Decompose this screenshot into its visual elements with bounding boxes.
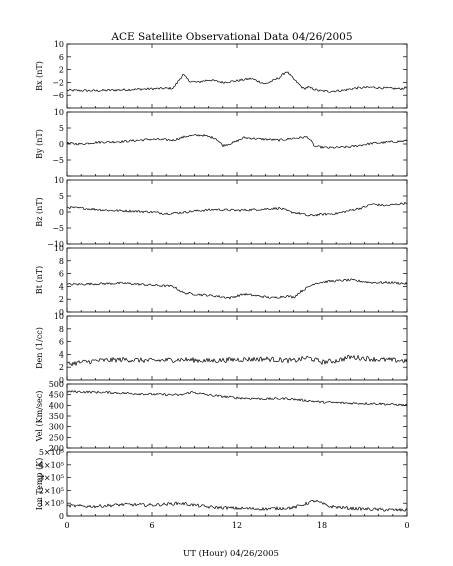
bz-series-line bbox=[66, 201, 408, 217]
panel-bz: −10 −5 0 5 10 Bz (nT) bbox=[35, 176, 408, 249]
by-y-tick-label: 10 bbox=[54, 108, 64, 117]
den-y-tick-label: 6 bbox=[59, 338, 64, 347]
temp-y-tick-label: 5×10⁵ bbox=[39, 448, 64, 457]
panel-bt: 0 2 4 6 8 10 Bt (nT) bbox=[35, 244, 408, 317]
den-series-line bbox=[66, 354, 408, 367]
bt-y-tick-label: 6 bbox=[59, 270, 64, 279]
temp-y-tick-label: 3×10⁵ bbox=[39, 474, 64, 483]
by-y-tick-label: −5 bbox=[52, 156, 64, 165]
bt-y-tick-label: 4 bbox=[59, 282, 64, 291]
vel-y-tick-label: 200 bbox=[49, 444, 64, 453]
x-tick-label: 0 bbox=[64, 521, 69, 530]
bz-y-tick-label: 0 bbox=[59, 208, 64, 217]
vel-y-tick-label: 250 bbox=[49, 433, 64, 442]
x-tick-label: 12 bbox=[232, 521, 242, 530]
by-y-axis-label: By (nT) bbox=[35, 129, 44, 159]
bt-y-tick-label: 8 bbox=[59, 257, 64, 266]
bt-y-tick-label: 0 bbox=[59, 308, 64, 317]
bx-y-tick-label: 6 bbox=[59, 53, 64, 62]
temp-y-tick-label: 1×10⁵ bbox=[39, 499, 64, 508]
panel-den: 0 2 4 6 8 10 Den (1/cc) bbox=[35, 312, 408, 385]
temp-y-axis-label: Ion Temp (K) bbox=[35, 458, 44, 511]
temp-frame bbox=[66, 451, 408, 517]
panels: −6 −2 2 6 10 Bx (nT) −5 0 5 10 By (nT) −10 −5 0 5 10 Bz … bbox=[35, 40, 408, 521]
vel-y-tick-label: 350 bbox=[49, 412, 64, 421]
bx-y-tick-label: 10 bbox=[54, 40, 64, 49]
den-y-tick-label: 4 bbox=[59, 350, 64, 359]
x-tick-label: 18 bbox=[317, 521, 327, 530]
bz-y-tick-label: 5 bbox=[59, 192, 64, 201]
by-series-line bbox=[66, 134, 408, 149]
vel-series-line bbox=[66, 390, 408, 407]
vel-y-axis-label: Vel (Km/sec) bbox=[35, 391, 44, 443]
temp-y-tick-label: 0 bbox=[59, 512, 64, 521]
x-tick-label: 0 bbox=[404, 521, 409, 530]
by-frame bbox=[66, 111, 408, 177]
bz-frame bbox=[66, 179, 408, 245]
temp-series-line bbox=[66, 499, 408, 512]
den-y-tick-label: 10 bbox=[54, 312, 64, 321]
den-y-tick-label: 8 bbox=[59, 325, 64, 334]
bt-y-tick-label: 2 bbox=[59, 295, 64, 304]
bt-series-line bbox=[66, 278, 408, 300]
x-axis: 0 6 12 18 0 bbox=[64, 521, 409, 530]
x-axis-label: UT (Hour) 04/26/2005 bbox=[183, 548, 279, 559]
bx-frame bbox=[66, 43, 408, 109]
by-y-tick-label: 5 bbox=[59, 124, 64, 133]
vel-y-tick-label: 300 bbox=[49, 423, 64, 432]
bz-y-axis-label: Bz (nT) bbox=[35, 197, 44, 226]
temp-y-tick-label: 4×10⁵ bbox=[39, 461, 64, 470]
bz-y-tick-label: −5 bbox=[52, 224, 64, 233]
bx-y-axis-label: Bx (nT) bbox=[35, 61, 44, 91]
bt-y-tick-label: 10 bbox=[54, 244, 64, 253]
vel-y-tick-label: 500 bbox=[49, 380, 64, 389]
vel-y-tick-label: 450 bbox=[49, 391, 64, 400]
bx-series-line bbox=[66, 71, 408, 93]
den-frame bbox=[66, 315, 408, 381]
x-tick-label: 6 bbox=[149, 521, 154, 530]
bx-y-tick-label: 2 bbox=[59, 66, 64, 75]
bz-y-tick-label: 10 bbox=[54, 176, 64, 185]
den-y-tick-label: 2 bbox=[59, 363, 64, 372]
den-y-tick-label: 0 bbox=[59, 376, 64, 385]
bt-y-axis-label: Bt (nT) bbox=[35, 266, 44, 294]
chart-title: ACE Satellite Observational Data 04/26/2… bbox=[110, 31, 352, 43]
bz-y-tick-label: −10 bbox=[47, 240, 64, 249]
panel-by: −5 0 5 10 By (nT) bbox=[35, 108, 408, 177]
den-y-axis-label: Den (1/cc) bbox=[35, 327, 44, 369]
temp-y-tick-label: 2×10⁵ bbox=[39, 486, 64, 495]
by-y-tick-label: 0 bbox=[59, 140, 64, 149]
vel-frame bbox=[66, 383, 408, 449]
bx-y-tick-label: −2 bbox=[52, 78, 64, 87]
bx-y-tick-label: −6 bbox=[52, 91, 64, 100]
vel-y-tick-label: 400 bbox=[49, 401, 64, 410]
panel-bx: −6 −2 2 6 10 Bx (nT) bbox=[35, 40, 408, 109]
